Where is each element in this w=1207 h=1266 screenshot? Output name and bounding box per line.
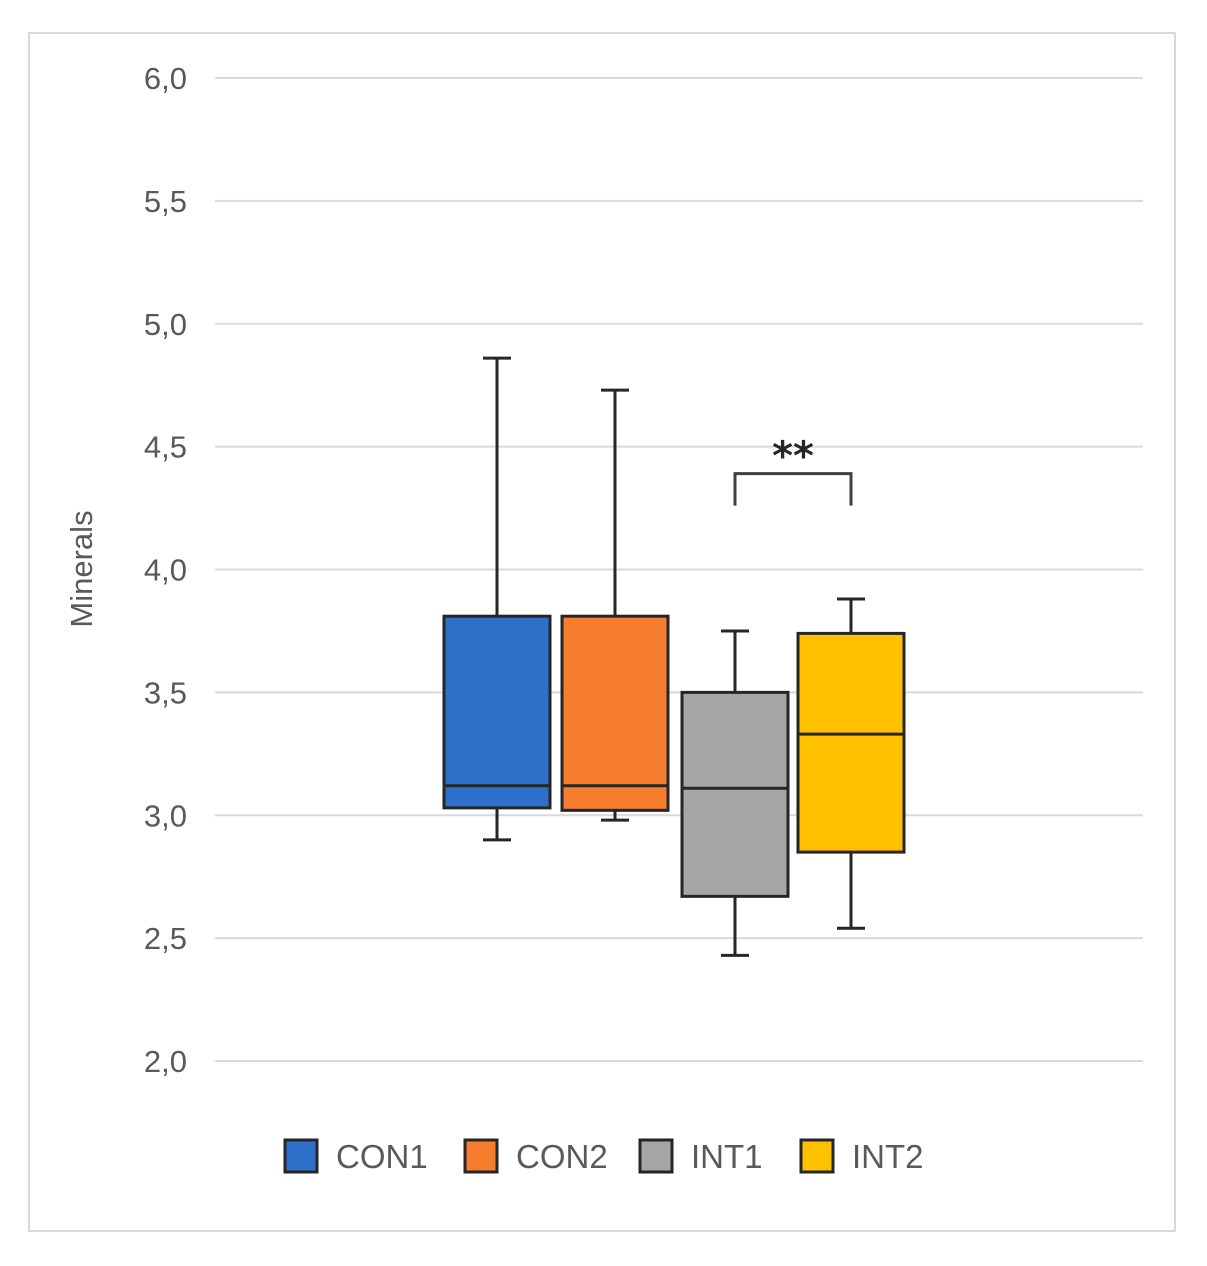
box-int2	[796, 597, 906, 930]
legend: CON1 CON2 INT1 INT2	[283, 1138, 924, 1175]
y-tick-label: 2,5	[144, 921, 187, 956]
y-tick-label: 5,5	[144, 184, 187, 219]
y-axis-title: Minerals	[64, 510, 99, 627]
gridlines	[215, 77, 1143, 1062]
legend-item-int1: INT1	[638, 1138, 763, 1175]
legend-label: INT1	[691, 1138, 763, 1175]
significance-bracket	[733, 472, 853, 506]
legend-item-con2: CON2	[463, 1138, 608, 1175]
y-tick-label: 3,5	[144, 675, 187, 710]
y-tick-label: 4,0	[144, 553, 187, 588]
box-int1	[680, 629, 790, 957]
significance-annotation: **	[733, 434, 853, 506]
legend-swatch	[799, 1138, 835, 1174]
y-tick-label: 5,0	[144, 307, 187, 342]
y-tick-label: 2,0	[144, 1044, 187, 1079]
box-iqr	[680, 690, 790, 898]
y-tick-label: 4,5	[144, 430, 187, 465]
legend-label: INT2	[852, 1138, 924, 1175]
legend-item-int2: INT2	[799, 1138, 924, 1175]
legend-label: CON2	[516, 1138, 608, 1175]
legend-item-con1: CON1	[283, 1138, 428, 1175]
box-iqr	[442, 614, 552, 810]
box-con2	[560, 388, 670, 822]
box-iqr	[560, 614, 670, 812]
legend-swatch	[463, 1138, 499, 1174]
legend-label: CON1	[336, 1138, 428, 1175]
significance-label: **	[772, 434, 814, 480]
legend-swatch	[638, 1138, 674, 1174]
box-iqr	[796, 631, 906, 854]
boxes	[442, 356, 906, 957]
box-con1	[442, 356, 552, 842]
y-tick-label: 3,0	[144, 798, 187, 833]
legend-swatch	[283, 1138, 319, 1174]
y-axis-ticks: 2,0 2,5 3,0 3,5 4,0 4,5 5,0 5,5 6,0	[144, 61, 187, 1079]
y-tick-label: 6,0	[144, 61, 187, 96]
